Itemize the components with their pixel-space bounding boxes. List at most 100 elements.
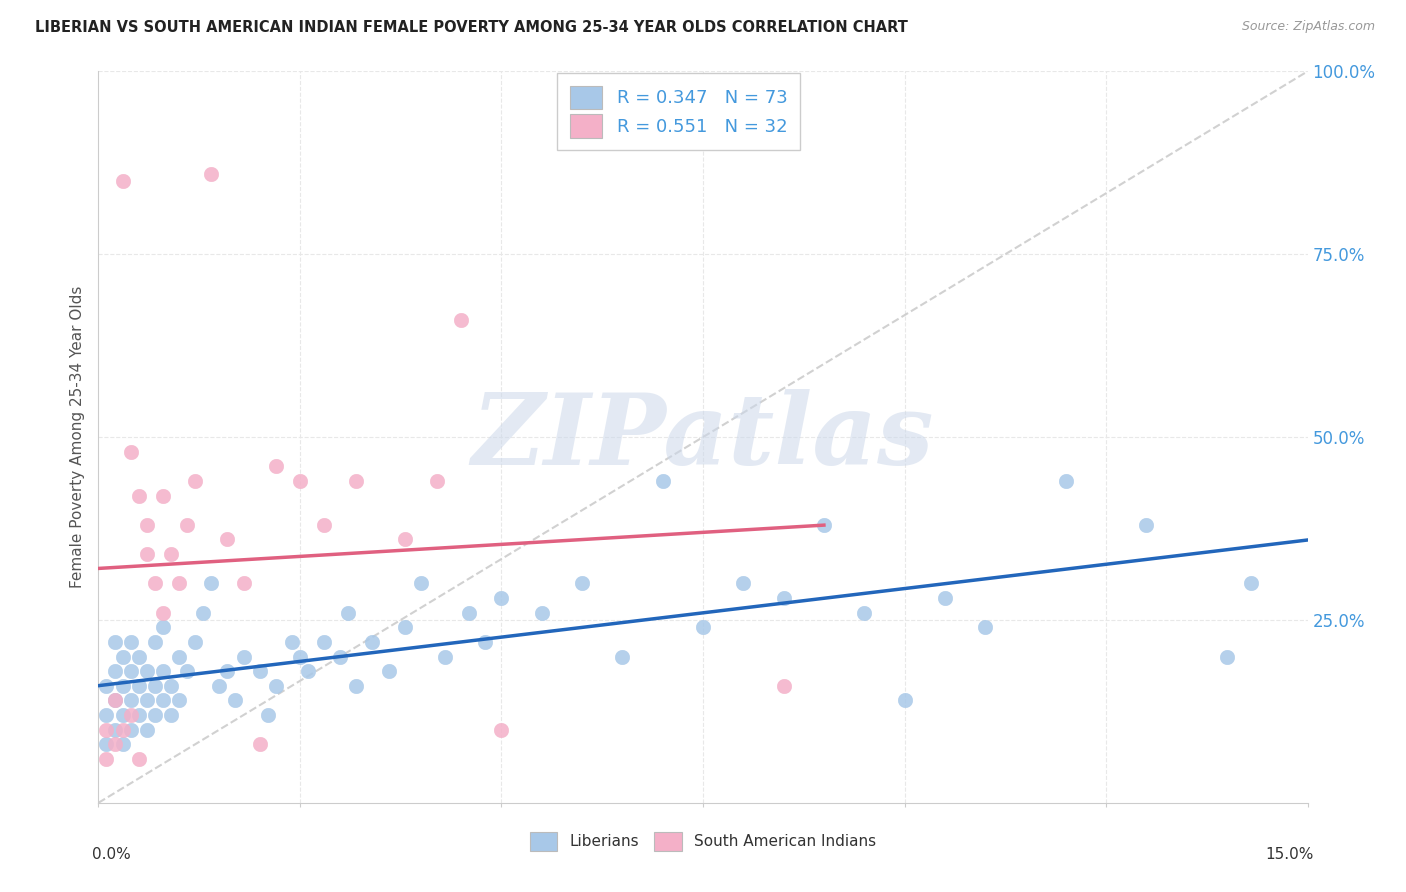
Point — [160, 547, 183, 561]
Point — [135, 517, 157, 532]
Point — [288, 474, 311, 488]
Text: LIBERIAN VS SOUTH AMERICAN INDIAN FEMALE POVERTY AMONG 25-34 YEAR OLDS CORRELATI: LIBERIAN VS SOUTH AMERICAN INDIAN FEMALE… — [35, 20, 908, 35]
Point — [96, 737, 118, 751]
Text: Source: ZipAtlas.com: Source: ZipAtlas.com — [1241, 20, 1375, 33]
Text: 0.0%: 0.0% — [93, 847, 131, 862]
Point — [128, 679, 150, 693]
Point — [120, 444, 142, 458]
Point — [530, 606, 553, 620]
Point — [96, 708, 118, 723]
Point — [394, 533, 416, 547]
Point — [167, 576, 190, 591]
Text: ZIPatlas: ZIPatlas — [472, 389, 934, 485]
Point — [184, 474, 207, 488]
Point — [612, 649, 634, 664]
Point — [111, 649, 134, 664]
Point — [111, 737, 134, 751]
Point — [111, 708, 134, 723]
Point — [450, 313, 472, 327]
Point — [1054, 474, 1077, 488]
Point — [853, 606, 876, 620]
Point — [344, 679, 367, 693]
Text: 15.0%: 15.0% — [1265, 847, 1313, 862]
Point — [135, 693, 157, 707]
Point — [314, 517, 336, 532]
Point — [152, 606, 174, 620]
Point — [143, 708, 166, 723]
Point — [111, 174, 134, 188]
Point — [337, 606, 360, 620]
Point — [96, 679, 118, 693]
Point — [193, 606, 215, 620]
Point — [217, 533, 239, 547]
Point — [103, 664, 125, 678]
Point — [128, 708, 150, 723]
Point — [128, 489, 150, 503]
Point — [772, 679, 794, 693]
Point — [200, 576, 222, 591]
Point — [329, 649, 352, 664]
Point — [176, 664, 198, 678]
Point — [974, 620, 997, 634]
Point — [281, 635, 304, 649]
Point — [1216, 649, 1239, 664]
Point — [143, 576, 166, 591]
Point — [184, 635, 207, 649]
Point — [434, 649, 457, 664]
Point — [571, 576, 593, 591]
Point — [264, 679, 287, 693]
Point — [120, 723, 142, 737]
Point — [96, 752, 118, 766]
Legend: Liberians, South American Indians: Liberians, South American Indians — [523, 825, 883, 857]
Point — [893, 693, 915, 707]
Y-axis label: Female Poverty Among 25-34 Year Olds: Female Poverty Among 25-34 Year Olds — [69, 286, 84, 588]
Point — [224, 693, 246, 707]
Point — [458, 606, 481, 620]
Point — [1135, 517, 1157, 532]
Point — [111, 723, 134, 737]
Point — [152, 620, 174, 634]
Point — [103, 693, 125, 707]
Point — [143, 635, 166, 649]
Point — [377, 664, 399, 678]
Point — [1240, 576, 1263, 591]
Point — [474, 635, 496, 649]
Point — [934, 591, 956, 605]
Point — [176, 517, 198, 532]
Point — [135, 723, 157, 737]
Point — [288, 649, 311, 664]
Point — [143, 679, 166, 693]
Point — [256, 708, 278, 723]
Point — [772, 591, 794, 605]
Point — [96, 723, 118, 737]
Point — [103, 693, 125, 707]
Point — [651, 474, 673, 488]
Point — [103, 737, 125, 751]
Point — [208, 679, 231, 693]
Point — [692, 620, 714, 634]
Point — [217, 664, 239, 678]
Point — [733, 576, 755, 591]
Point — [491, 591, 513, 605]
Point — [167, 693, 190, 707]
Point — [249, 664, 271, 678]
Point — [128, 649, 150, 664]
Point — [120, 664, 142, 678]
Point — [426, 474, 449, 488]
Point — [103, 635, 125, 649]
Point — [120, 635, 142, 649]
Point — [297, 664, 319, 678]
Point — [160, 708, 183, 723]
Point — [200, 167, 222, 181]
Point — [152, 664, 174, 678]
Point — [135, 664, 157, 678]
Point — [344, 474, 367, 488]
Point — [361, 635, 384, 649]
Point — [232, 649, 254, 664]
Point — [813, 517, 835, 532]
Point — [103, 723, 125, 737]
Point — [167, 649, 190, 664]
Point — [120, 708, 142, 723]
Point — [152, 489, 174, 503]
Point — [314, 635, 336, 649]
